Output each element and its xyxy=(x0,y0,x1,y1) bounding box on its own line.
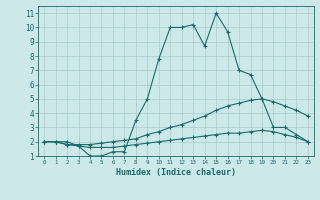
X-axis label: Humidex (Indice chaleur): Humidex (Indice chaleur) xyxy=(116,168,236,177)
